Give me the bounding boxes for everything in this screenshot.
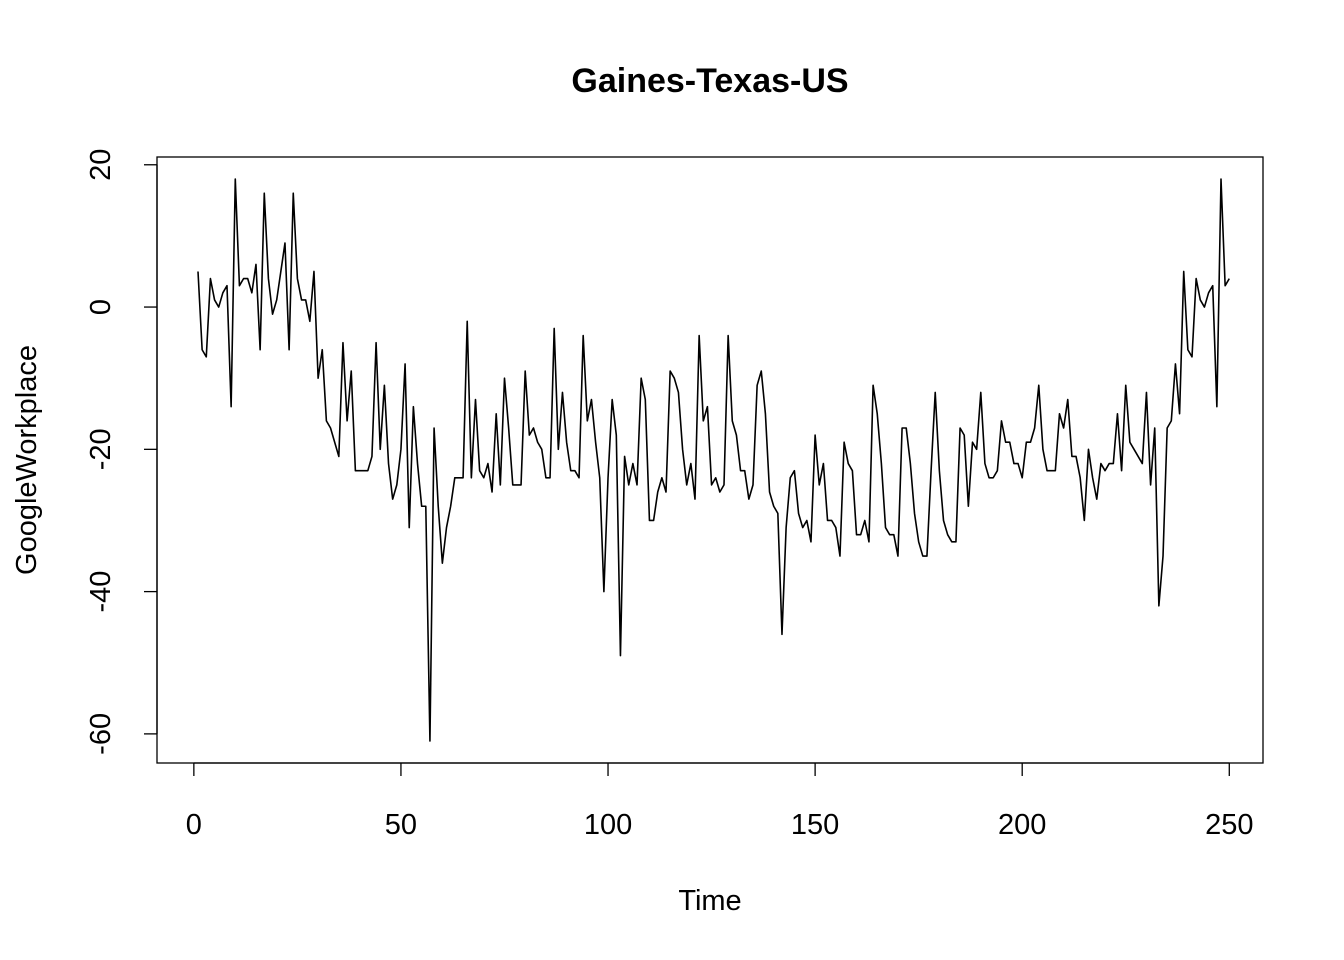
- y-tick-label: -60: [85, 713, 117, 755]
- y-tick-label: -20: [85, 428, 117, 470]
- x-axis-label: Time: [678, 885, 741, 917]
- x-axis: 0 50 100 150 200 250: [186, 762, 1253, 841]
- x-tick-label: 100: [584, 809, 632, 841]
- x-tick-label: 50: [385, 809, 417, 841]
- y-tick-label: 20: [85, 149, 117, 181]
- x-tick-label: 150: [791, 809, 839, 841]
- y-axis: -60 -40 -20 0 20: [85, 149, 158, 755]
- y-axis-label: GoogleWorkplace: [11, 345, 43, 575]
- y-tick-label: 0: [85, 299, 117, 315]
- x-tick-label: 200: [998, 809, 1046, 841]
- chart-title: Gaines-Texas-US: [571, 62, 848, 100]
- y-tick-label: -40: [85, 571, 117, 613]
- series-line: [197, 178, 1230, 742]
- x-tick-label: 250: [1205, 809, 1253, 841]
- x-tick-label: 0: [186, 809, 202, 841]
